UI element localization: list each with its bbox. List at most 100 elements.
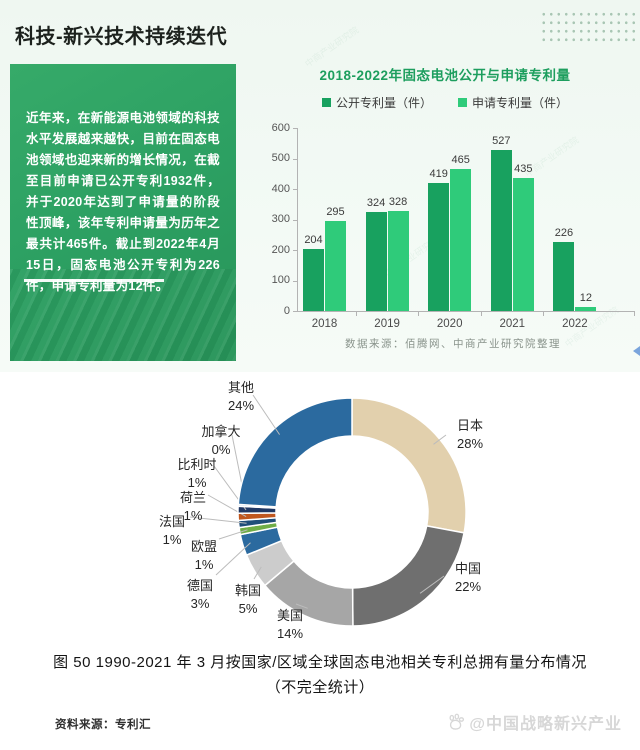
patent-bar-chart: 2018-2022年固态电池公开与申请专利量 公开专利量（件） 申请专利量（件）… — [250, 58, 640, 364]
pie-label-pct: 1% — [194, 557, 214, 572]
pie-label-name: 美国 — [276, 608, 303, 623]
bar-chart-source: 数据来源：佰腾网、中商产业研究院整理 — [345, 338, 561, 350]
leader-line-其他 — [252, 394, 281, 435]
bar-value-label: 328 — [388, 195, 408, 208]
bar-2022-s1 — [575, 307, 597, 311]
y-tick-mark — [293, 158, 297, 160]
legend-label-apply: 申请专利量（件） — [472, 95, 569, 110]
dots-decoration — [540, 10, 636, 46]
figure-caption: 图 50 1990-2021 年 3 月按国家/区域全球固态电池相关专利总拥有量… — [0, 650, 640, 700]
donut-slice-其他 — [237, 397, 353, 508]
bar-chart-legend: 公开专利量（件） 申请专利量（件） — [250, 94, 640, 110]
pie-label-荷兰: 荷兰 1% — [180, 489, 206, 525]
x-tick-label: 2020 — [436, 318, 463, 330]
leader-line-德国 — [215, 542, 251, 576]
x-tick-label: 2022 — [562, 318, 588, 330]
circuit-texture — [10, 269, 236, 361]
legend-swatch-open — [321, 97, 331, 107]
footer-watermark-text: @中国战略新兴产业 — [469, 716, 622, 733]
y-axis-line — [297, 128, 298, 312]
bar-chart-title: 2018-2022年固态电池公开与申请专利量 — [319, 68, 571, 83]
y-tick-label: 600 — [271, 121, 290, 134]
y-tick-label: 500 — [271, 152, 290, 164]
pie-label-name: 中国 — [454, 561, 481, 576]
pie-label-pct: 3% — [190, 596, 210, 611]
pie-label-pct: 5% — [238, 601, 258, 616]
bar-value-label: 204 — [304, 233, 323, 246]
bar-2020-s0 — [428, 183, 450, 311]
y-tick-mark — [293, 250, 297, 251]
y-tick-mark — [293, 189, 297, 190]
leader-line-美国 — [295, 603, 308, 609]
pie-label-日本: 日本 28% — [457, 417, 483, 453]
bar-value-label: 465 — [451, 154, 470, 167]
bar-2021-s1 — [512, 178, 534, 311]
x-axis-line — [297, 311, 635, 312]
intro-paragraph: 近年来，在新能源电池领域的科技水平发展越来越快，目前在固态电池领域也迎来新的增长… — [26, 111, 220, 293]
pie-label-name: 其他 — [227, 380, 254, 395]
pie-label-加拿大: 加拿大 0% — [201, 423, 240, 459]
bar-value-label: 226 — [554, 227, 574, 240]
left-arrow-icon[interactable] — [633, 346, 640, 356]
bar-2022-s0 — [553, 242, 575, 311]
pie-label-中国: 中国 22% — [455, 560, 481, 596]
pie-label-pct: 0% — [211, 442, 231, 457]
pie-label-pct: 22% — [454, 579, 482, 594]
pie-label-其他: 其他 24% — [228, 379, 254, 415]
pie-label-pct: 1% — [187, 475, 207, 490]
section-title: 科技-新兴技术持续迭代 — [15, 26, 228, 48]
leader-line-日本 — [433, 434, 447, 445]
pie-label-pct: 24% — [227, 398, 255, 413]
pie-label-pct: 14% — [276, 626, 304, 641]
pie-label-name: 欧盟 — [190, 539, 218, 554]
y-tick-mark — [293, 280, 297, 282]
leader-line-中国 — [419, 575, 445, 594]
bar-value-label: 435 — [514, 163, 533, 176]
pie-label-name: 比利时 — [177, 457, 217, 472]
y-tick-label: 200 — [271, 243, 290, 256]
pie-label-pct: 1% — [162, 532, 182, 547]
pie-label-name: 法国 — [158, 514, 186, 529]
pie-chart-source: 资料来源：专利汇 — [55, 719, 151, 731]
legend-swatch-apply — [458, 97, 467, 107]
caption-line2: （不完全统计） — [265, 679, 375, 696]
bar-2019-s1 — [387, 210, 409, 311]
bar-value-label: 12 — [579, 292, 593, 305]
x-tick-label: 2019 — [374, 318, 400, 330]
bar-plot-area: 0 100 200 300 400 500 600 204 295 2018 324 328 2019 4… — [250, 58, 640, 364]
pie-label-美国: 美国 14% — [277, 607, 303, 643]
donut-svg — [189, 394, 467, 627]
pie-label-法国: 法国 1% — [159, 513, 185, 549]
bar-2019-s0 — [365, 212, 387, 311]
y-tick-mark — [293, 311, 297, 312]
y-tick-label: 400 — [271, 182, 290, 195]
paw-icon — [449, 713, 465, 730]
tech-report-section: 科技-新兴技术持续迭代 中商产业研究院 中商产业研究院 中商产业研究院 中商产业… — [0, 0, 640, 372]
legend-item-open: 公开专利量（件） — [321, 94, 432, 111]
pie-label-欧盟: 欧盟 1% — [191, 538, 217, 574]
y-tick-mark — [293, 219, 297, 221]
x-tick-mark — [543, 312, 545, 316]
y-tick-label: 100 — [271, 274, 290, 286]
leader-line-欧盟 — [218, 529, 248, 540]
caption-line1: 图 50 1990-2021 年 3 月按国家/区域全球固态电池相关专利总拥有量… — [53, 654, 587, 671]
leader-line-韩国 — [253, 566, 262, 580]
bar-2018-s1 — [325, 221, 346, 311]
x-tick-mark — [634, 312, 635, 316]
pie-label-name: 韩国 — [234, 583, 262, 598]
pie-label-name: 德国 — [186, 578, 214, 593]
bar-2021-s0 — [490, 150, 512, 311]
x-tick-mark — [418, 312, 420, 316]
pie-label-德国: 德国 3% — [187, 577, 213, 613]
intro-text-panel: 近年来，在新能源电池领域的科技水平发展越来越快，目前在固态电池领域也迎来新的增长… — [10, 64, 236, 361]
y-tick-label: 300 — [271, 213, 290, 225]
pie-label-比利时: 比利时 1% — [177, 456, 216, 492]
legend-item-apply: 申请专利量（件） — [458, 94, 568, 111]
y-tick-label: 0 — [283, 304, 290, 317]
pie-label-pct: 28% — [456, 436, 484, 451]
donut-slice-日本 — [351, 397, 467, 534]
leader-line-法国 — [189, 516, 247, 524]
x-tick-mark — [480, 312, 482, 316]
panel-divider — [24, 279, 164, 282]
x-tick-label: 2021 — [499, 318, 526, 330]
